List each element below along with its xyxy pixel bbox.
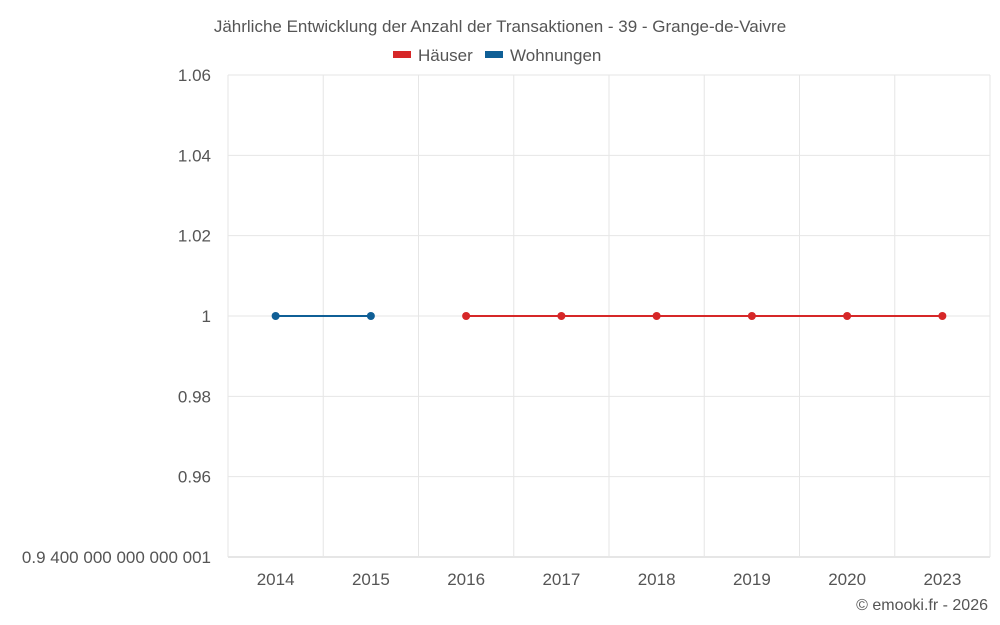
data-point[interactable] [462,312,471,320]
x-tick-label: 2023 [923,570,961,589]
series-häuser [462,312,947,320]
y-axis-ticks: 0.9 400 000 000 000 001 0.96 0.98 1 1.02 1.04… [22,66,211,567]
data-point[interactable] [366,312,375,320]
data-point[interactable] [938,312,947,320]
legend: Häuser Wohnungen [393,46,601,65]
y-tick-label: 1.02 [178,227,211,246]
legend-item-wohnungen[interactable]: Wohnungen [485,46,601,65]
y-tick-label: 1.04 [178,146,211,165]
x-tick-label: 2016 [447,570,485,589]
legend-label: Wohnungen [510,46,601,65]
x-tick-label: 2015 [352,570,390,589]
data-point[interactable] [652,312,661,320]
y-tick-label: 1 [202,307,211,326]
x-tick-label: 2014 [257,570,295,589]
legend-label: Häuser [418,46,473,65]
series-wohnungen [271,312,375,320]
y-tick-label: 0.98 [178,387,211,406]
chart-title: Jährliche Entwicklung der Anzahl der Tra… [214,17,786,36]
data-point[interactable] [557,312,566,320]
x-tick-label: 2019 [733,570,771,589]
x-tick-label: 2018 [638,570,676,589]
y-tick-label: 0.9 400 000 000 000 001 [22,548,211,567]
legend-swatch [485,51,503,58]
x-tick-label: 2020 [828,570,866,589]
credit-text: © emooki.fr - 2026 [856,597,988,614]
data-point[interactable] [747,312,756,320]
legend-item-häuser[interactable]: Häuser [393,46,473,65]
data-point[interactable] [843,312,852,320]
data-point[interactable] [271,312,280,320]
y-tick-label: 0.96 [178,468,211,487]
x-axis-ticks: 2014 2015 2016 2017 2018 2019 2020 2023 [257,570,962,589]
series-layer [271,312,947,320]
y-tick-label: 1.06 [178,66,211,85]
x-tick-label: 2017 [542,570,580,589]
legend-swatch [393,51,411,58]
